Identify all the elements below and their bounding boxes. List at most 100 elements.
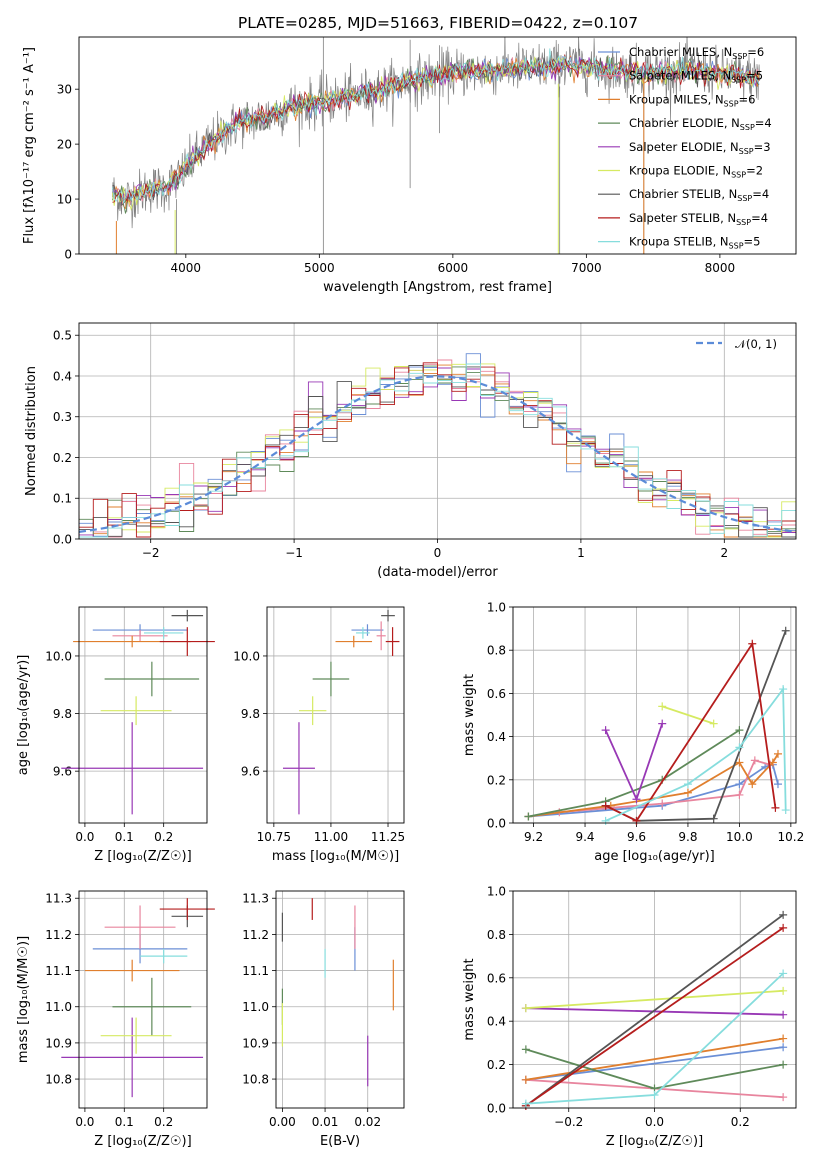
model-fit-kroupa_stelib	[112, 48, 760, 205]
x-tick-label: 9.6	[627, 830, 646, 844]
age_vs_Z-xlabel: Z [log₁₀(Z/Z☉)]	[94, 849, 191, 864]
weight-line-kroupa_elodie	[525, 989, 784, 1010]
weight-marker-salpeter_stelib	[779, 923, 788, 932]
weight-marker-chabrier_elodie	[779, 1060, 788, 1069]
y-tick-label: 20	[57, 138, 72, 152]
legend-entry-chabrier_elodie: Chabrier ELODIE, NSSP=4	[629, 116, 772, 132]
weight-marker-chabrier_miles	[735, 780, 744, 789]
weight_vs_Z-ylabel: mass weight	[462, 958, 477, 1040]
weight-marker-kroupa_miles	[773, 749, 782, 758]
x-tick-label: 11.00	[314, 830, 348, 844]
x-tick-label: 0.2	[154, 830, 173, 844]
axes-frame	[512, 606, 797, 824]
y-tick-label: 11.0	[242, 1000, 269, 1014]
y-tick-label: 0.0	[53, 533, 72, 547]
y-tick-label: 11.0	[45, 1000, 72, 1014]
weight-marker-kroupa_stelib	[601, 816, 610, 825]
axes-frame	[78, 890, 208, 1109]
y-tick-label: 10.8	[242, 1073, 269, 1087]
model-fit-salpeter_elodie	[112, 56, 760, 203]
weight-marker-chabrier_miles	[779, 1043, 788, 1052]
figure-title: PLATE=0285, MJD=51663, FIBERID=0422, z=0…	[238, 14, 638, 32]
weight-marker-kroupa_stelib	[521, 1099, 530, 1108]
age_vs_mass-xlabel: mass [log₁₀(M/M☉)]	[272, 849, 399, 864]
x-tick-label: 0.0	[645, 1115, 664, 1129]
x-tick-label: 0.00	[269, 1115, 296, 1129]
y-tick-label: 1.0	[487, 601, 506, 615]
x-tick-label: −2	[142, 546, 160, 560]
y-tick-label: 0.4	[487, 730, 506, 744]
residuals-xlabel: (data-model)/error	[377, 565, 498, 580]
age_vs_Z-ylabel: age [log₁₀(age/yr)]	[16, 655, 31, 776]
weight-marker-kroupa_miles	[521, 1075, 530, 1084]
x-tick-label: 9.8	[678, 830, 697, 844]
spectrum-xlabel: wavelength [Angstrom, rest frame]	[323, 280, 552, 295]
weight-marker-kroupa_miles	[735, 758, 744, 767]
spectrum-ylabel: Flux [fλ10⁻¹⁷ erg cm⁻² s⁻¹ A⁻¹]	[22, 47, 37, 244]
weight-line-chabrier_stelib	[525, 914, 784, 1107]
legend-entry-kroupa_miles: Kroupa MILES, NSSP=6	[629, 92, 755, 108]
y-tick-label: 11.1	[242, 964, 269, 978]
weight-marker-kroupa_elodie	[709, 719, 718, 728]
weight-marker-kroupa_miles	[779, 1034, 788, 1043]
y-tick-label: 11.3	[45, 892, 72, 906]
y-tick-label: 11.1	[45, 964, 72, 978]
x-tick-label: 1	[577, 546, 585, 560]
y-tick-label: 0.4	[53, 369, 72, 383]
x-tick-label: 5000	[304, 261, 335, 275]
legend-entry-normal: 𝒩(0, 1)	[735, 337, 777, 351]
y-tick-label: 0.0	[487, 1102, 506, 1116]
x-tick-label: 0.2	[154, 1115, 173, 1129]
legend-entry-salpeter_stelib: Salpeter STELIB, NSSP=4	[629, 211, 768, 227]
weight-line-chabrier_miles	[528, 763, 779, 818]
y-tick-label: 9.6	[241, 765, 260, 779]
y-tick-label: 10.8	[45, 1073, 72, 1087]
weight_vs_Z-xlabel: Z [log₁₀(Z/Z☉)]	[606, 1134, 703, 1149]
weight-marker-salpeter_miles	[658, 799, 667, 808]
y-tick-label: 10.9	[45, 1036, 72, 1050]
x-tick-label: −1	[285, 546, 303, 560]
weight-line-kroupa_elodie	[661, 705, 714, 725]
axes-frame	[275, 890, 405, 1109]
legend-entry-chabrier_stelib: Chabrier STELIB, NSSP=4	[629, 187, 769, 203]
weight-marker-salpeter_elodie	[658, 719, 667, 728]
mass_vs_Z-xlabel: Z [log₁₀(Z/Z☉)]	[94, 1134, 191, 1149]
y-tick-label: 10	[57, 193, 72, 207]
mass_vs_Z-points	[61, 898, 215, 1098]
spectrum-legend: Chabrier MILES, NSSP=6 Salpeter MILES, NS…	[598, 45, 772, 251]
weight-marker-salpeter_stelib	[748, 639, 757, 648]
weight-marker-kroupa_stelib	[781, 806, 790, 815]
weight-marker-kroupa_miles	[748, 780, 757, 789]
x-tick-label: 8000	[705, 261, 736, 275]
y-tick-label: 0.8	[487, 928, 506, 942]
weight-marker-salpeter_elodie	[601, 726, 610, 735]
x-tick-label: 11.25	[371, 830, 405, 844]
weight-marker-kroupa_stelib	[735, 743, 744, 752]
legend-entry-kroupa_stelib: Kroupa STELIB, NSSP=5	[629, 235, 760, 251]
weight-marker-kroupa_stelib	[779, 685, 788, 694]
weight-marker-salpeter_elodie	[779, 1010, 788, 1019]
weight_vs_age-series	[524, 626, 790, 825]
axes-frame	[78, 606, 208, 824]
weight-marker-chabrier_elodie	[521, 1045, 530, 1054]
x-tick-label: 9.2	[524, 830, 543, 844]
weight-line-chabrier_elodie	[528, 729, 740, 818]
weight-marker-salpeter_miles	[779, 1093, 788, 1102]
y-tick-label: 11.3	[242, 892, 269, 906]
spectrum-axes: 4000 5000 6000 7000 8000 0 10 20 30	[57, 83, 735, 275]
y-tick-label: 0.6	[487, 971, 506, 985]
spectrum-lines	[112, 37, 761, 254]
weight_vs_Z-series	[521, 910, 788, 1110]
weight-marker-salpeter_miles	[750, 756, 759, 765]
y-tick-label: 11.2	[45, 928, 72, 942]
weight-marker-salpeter_stelib	[632, 816, 641, 825]
weight-marker-salpeter_stelib	[601, 801, 610, 810]
legend-entry-chabrier_miles: Chabrier MILES, NSSP=6	[629, 45, 764, 61]
weight-marker-kroupa_stelib	[683, 780, 692, 789]
y-tick-label: 10.0	[233, 649, 260, 663]
weight-marker-kroupa_stelib	[779, 969, 788, 978]
y-tick-label: 0.3	[53, 410, 72, 424]
weight-marker-kroupa_elodie	[779, 986, 788, 995]
axes-frame	[266, 606, 405, 824]
histogram-kroupa_stelib	[79, 363, 796, 538]
